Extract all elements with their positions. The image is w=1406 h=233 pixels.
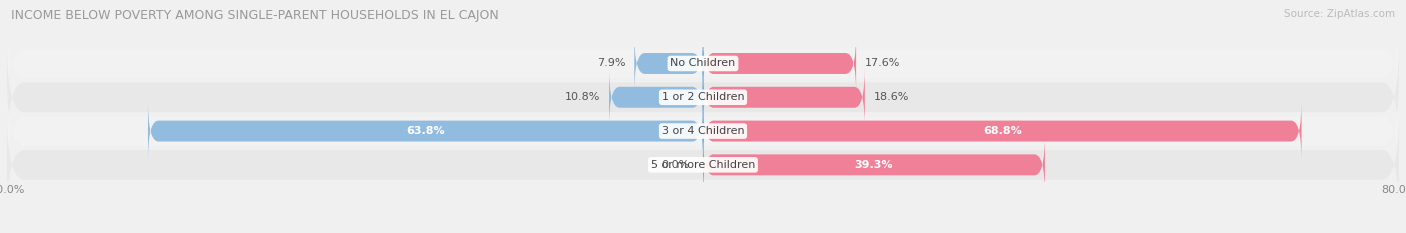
Text: 5 or more Children: 5 or more Children — [651, 160, 755, 170]
FancyBboxPatch shape — [7, 11, 1399, 116]
FancyBboxPatch shape — [7, 45, 1399, 150]
Text: 68.8%: 68.8% — [983, 126, 1022, 136]
FancyBboxPatch shape — [7, 78, 1399, 184]
FancyBboxPatch shape — [7, 112, 1399, 218]
FancyBboxPatch shape — [148, 101, 703, 161]
FancyBboxPatch shape — [703, 33, 856, 94]
FancyBboxPatch shape — [634, 33, 703, 94]
Text: Source: ZipAtlas.com: Source: ZipAtlas.com — [1284, 9, 1395, 19]
FancyBboxPatch shape — [703, 67, 865, 127]
Text: 3 or 4 Children: 3 or 4 Children — [662, 126, 744, 136]
FancyBboxPatch shape — [703, 135, 1045, 195]
Text: 39.3%: 39.3% — [855, 160, 893, 170]
Text: 7.9%: 7.9% — [598, 58, 626, 69]
Text: 63.8%: 63.8% — [406, 126, 444, 136]
FancyBboxPatch shape — [609, 67, 703, 127]
Text: 1 or 2 Children: 1 or 2 Children — [662, 92, 744, 102]
Text: 18.6%: 18.6% — [873, 92, 908, 102]
Text: 17.6%: 17.6% — [865, 58, 900, 69]
Text: No Children: No Children — [671, 58, 735, 69]
Text: 0.0%: 0.0% — [662, 160, 690, 170]
Text: INCOME BELOW POVERTY AMONG SINGLE-PARENT HOUSEHOLDS IN EL CAJON: INCOME BELOW POVERTY AMONG SINGLE-PARENT… — [11, 9, 499, 22]
Text: 10.8%: 10.8% — [565, 92, 600, 102]
FancyBboxPatch shape — [703, 101, 1302, 161]
